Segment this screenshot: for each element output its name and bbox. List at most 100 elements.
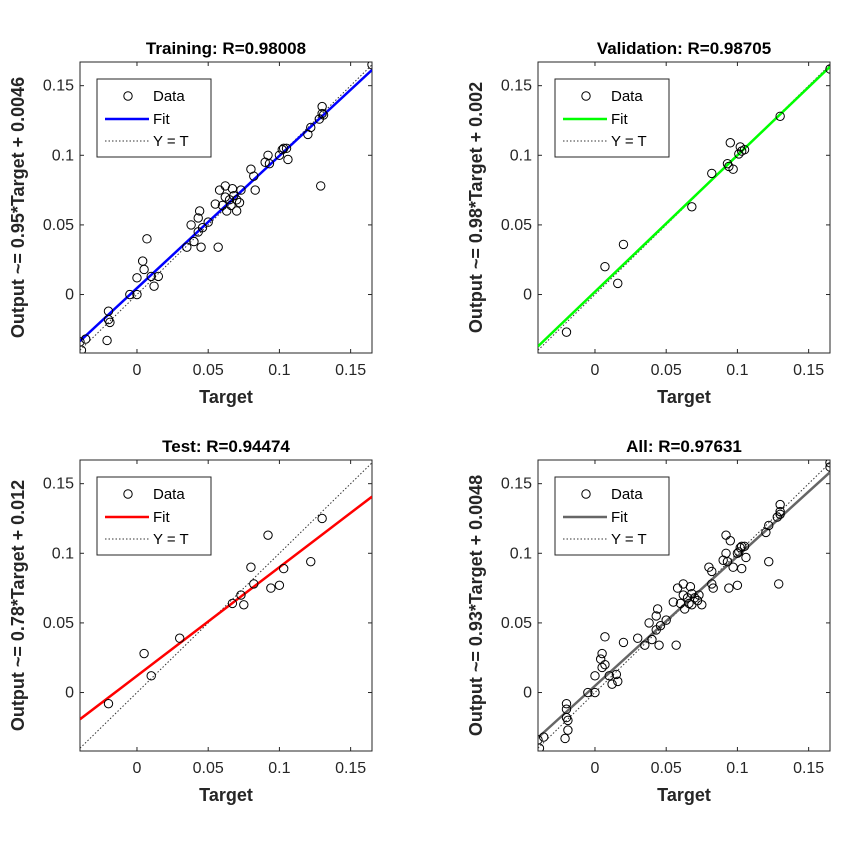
test-data-point — [175, 633, 185, 643]
all-data-point — [732, 548, 743, 558]
all-data-point — [764, 556, 774, 567]
training-data-point — [146, 271, 156, 282]
all-data-point — [618, 637, 629, 648]
validation-data-point — [613, 278, 623, 289]
all-data-point — [685, 582, 696, 592]
training-data-point — [278, 143, 289, 154]
test-data-point — [263, 530, 273, 540]
test-ytick-label: 0.15 — [43, 476, 74, 493]
training-x-axis-label: Target — [199, 387, 253, 407]
all-data-point — [563, 715, 573, 726]
test-data-point — [246, 562, 256, 572]
validation-xtick-label: 0 — [591, 362, 600, 379]
validation-data-point — [561, 327, 572, 337]
test-data-point — [239, 600, 249, 610]
test-legend-identity-label: Y = T — [153, 531, 189, 548]
test-data-point — [266, 583, 276, 593]
all-data-point — [538, 743, 545, 751]
all-data-point — [644, 618, 654, 628]
all-y-axis-label: Output ~= 0.93*Target + 0.0048 — [466, 475, 486, 736]
all-data-point — [825, 462, 830, 472]
all-data-point — [739, 541, 750, 552]
all-xtick-label: 0.1 — [726, 760, 748, 777]
all-data-point — [590, 687, 600, 698]
training-data-point — [125, 289, 135, 300]
validation-title: Validation: R=0.98705 — [597, 39, 771, 58]
validation-legend-data-label: Data — [611, 88, 643, 105]
test-legend-fit-label: Fit — [153, 509, 170, 526]
training-data-point — [316, 181, 326, 191]
validation-plot-area — [538, 64, 830, 351]
all-data-point — [633, 633, 643, 643]
validation-data-point — [600, 261, 610, 272]
training-data-point — [196, 242, 206, 252]
training-data-point — [231, 206, 242, 216]
all-data-point — [640, 640, 650, 650]
test-data-point — [139, 648, 149, 659]
validation-legend-fit-label: Fit — [611, 111, 628, 128]
test-fit-line — [80, 495, 372, 721]
validation-ytick-label: 0.05 — [501, 217, 532, 234]
training-xtick-label: 0.15 — [335, 362, 366, 379]
test-x-axis-label: Target — [199, 785, 253, 805]
training-data-point — [231, 195, 242, 205]
all-data-point — [732, 580, 743, 591]
training-data-point — [203, 217, 213, 227]
all-ytick-label: 0.15 — [501, 476, 532, 493]
training-data-point — [193, 213, 203, 223]
training-plot: 0 0.05 0.1 0.15 0 0.05 0.1 0.15 Data Fit Y = T Trai… — [8, 39, 373, 407]
training-data-point — [318, 110, 329, 120]
all-data-point — [772, 512, 782, 522]
all-data-point — [825, 460, 830, 468]
all-data-point — [563, 725, 573, 735]
test-ytick-label: 0.1 — [52, 545, 74, 562]
training-fit-line — [80, 68, 372, 342]
all-data-point — [600, 632, 610, 642]
all-data-point — [583, 687, 593, 698]
test-plot-area — [80, 462, 372, 749]
training-xtick-label: 0.05 — [193, 362, 224, 379]
all-legend-data-marker — [581, 489, 591, 499]
training-data-point — [142, 234, 152, 244]
all-data-point — [538, 735, 543, 745]
training-legend-data-label: Data — [153, 88, 185, 105]
all-data-point — [735, 543, 745, 553]
validation-data-point — [825, 64, 830, 74]
validation-data-point — [775, 111, 785, 122]
all-xtick-label: 0.05 — [651, 760, 682, 777]
all-data-point — [725, 536, 735, 546]
test-data-point — [103, 698, 114, 709]
validation-xtick-label: 0.1 — [726, 362, 748, 379]
validation-legend: Data Fit Y = T — [554, 78, 670, 158]
all-legend-fit-label: Fit — [611, 509, 628, 526]
training-title: Training: R=0.98008 — [146, 39, 306, 58]
training-data-point — [194, 206, 205, 216]
all-data-point — [604, 671, 614, 681]
all-data-point — [722, 556, 733, 567]
test-data-point — [249, 579, 259, 589]
training-data-point — [80, 345, 87, 353]
training-data-point — [197, 222, 208, 233]
all-legend: Data Fit Y = T — [554, 476, 670, 556]
training-legend: Data Fit Y = T — [96, 78, 212, 158]
all-data-point — [597, 648, 607, 659]
validation-data-point — [687, 202, 697, 212]
all-xtick-label: 0.15 — [793, 760, 824, 777]
training-data-point — [210, 199, 221, 209]
training-data-point — [189, 236, 199, 247]
training-data-point — [277, 145, 287, 155]
validation-data-point — [618, 239, 629, 250]
all-legend-identity-label: Y = T — [611, 531, 647, 548]
all-data-point — [611, 669, 622, 680]
training-data-point — [186, 220, 196, 230]
training-data-point — [182, 242, 192, 252]
test-legend-data-marker — [123, 489, 133, 499]
training-data-point — [317, 108, 327, 119]
training-data-point — [149, 281, 159, 291]
test-ytick-label: 0.05 — [43, 615, 74, 632]
validation-data-point — [728, 164, 738, 174]
test-plot: 0 0.05 0.1 0.15 0 0.05 0.1 0.15 Data Fit Y = T Test… — [8, 437, 373, 805]
test-data-point — [278, 563, 289, 574]
training-data-point — [306, 122, 316, 133]
